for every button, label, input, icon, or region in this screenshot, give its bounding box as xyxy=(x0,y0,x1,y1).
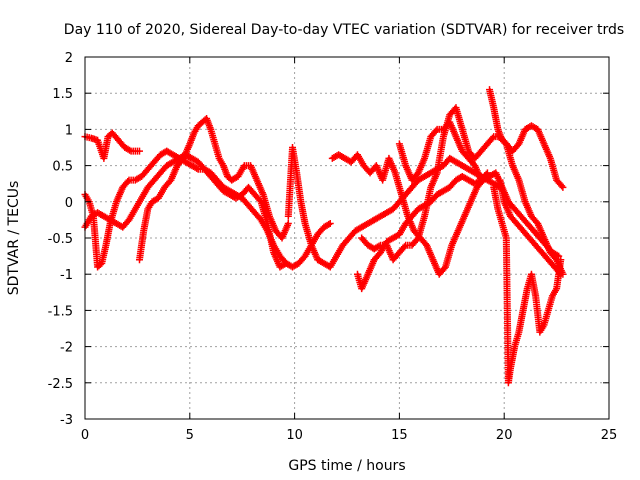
series-track-j xyxy=(486,86,567,191)
data-point xyxy=(557,270,565,278)
y-tick-label: 1 xyxy=(65,123,73,138)
x-tick-label: 20 xyxy=(496,428,513,443)
y-tick-label: 1.5 xyxy=(52,87,73,102)
y-tick-label: -2.5 xyxy=(48,377,73,392)
y-tick-label: 0 xyxy=(65,196,73,211)
x-axis-label: GPS time / hours xyxy=(288,458,405,474)
data-point xyxy=(284,220,292,228)
data-point xyxy=(400,243,408,251)
data-point xyxy=(557,256,565,264)
y-tick-label: -1 xyxy=(60,268,73,283)
x-tick-label: 10 xyxy=(286,428,303,443)
data-point xyxy=(281,260,289,268)
data-point xyxy=(482,170,490,178)
y-tick-label: 2 xyxy=(65,51,73,66)
data-point xyxy=(325,220,333,228)
data-point xyxy=(556,269,564,277)
x-tick-label: 25 xyxy=(601,428,618,443)
series-track-h xyxy=(353,169,491,293)
x-tick-label: 15 xyxy=(391,428,408,443)
data-point xyxy=(282,259,290,267)
chart-title: Day 110 of 2020, Sidereal Day-to-day VTE… xyxy=(64,22,624,38)
data-point xyxy=(488,134,496,142)
data-point xyxy=(193,164,201,172)
y-tick-label: -3 xyxy=(60,413,73,428)
y-axis-label: SDTVAR / TECUs xyxy=(6,181,22,296)
series-track-a xyxy=(81,129,143,162)
data-point xyxy=(135,147,143,155)
y-tick-label: -0.5 xyxy=(48,232,73,247)
series-track-c xyxy=(81,151,290,271)
data-point xyxy=(432,127,440,135)
data-point xyxy=(483,169,491,177)
series-track-d xyxy=(135,115,292,264)
grid-lines xyxy=(85,57,609,419)
data-point xyxy=(126,146,134,154)
data-point xyxy=(326,220,334,228)
y-tick-label: -1.5 xyxy=(48,304,73,319)
x-axis-ticks: 0 5 10 15 20 25 xyxy=(81,57,617,443)
data-point xyxy=(558,182,566,190)
data-point xyxy=(375,242,383,250)
data-point xyxy=(477,176,485,184)
series-track-k xyxy=(490,183,565,387)
data-point xyxy=(124,178,132,186)
y-axis-ticks: -3 -2.5 -2 -1.5 -1 -0.5 0 0.5 1 1.5 2 xyxy=(48,51,609,428)
series-track-i xyxy=(395,118,485,184)
x-tick-label: 0 xyxy=(81,428,89,443)
x-tick-label: 5 xyxy=(186,428,194,443)
data-points xyxy=(81,86,567,387)
y-tick-label: -2 xyxy=(60,341,73,356)
data-point xyxy=(559,183,567,191)
y-tick-label: 0.5 xyxy=(52,160,73,175)
series-track-l xyxy=(496,176,565,278)
